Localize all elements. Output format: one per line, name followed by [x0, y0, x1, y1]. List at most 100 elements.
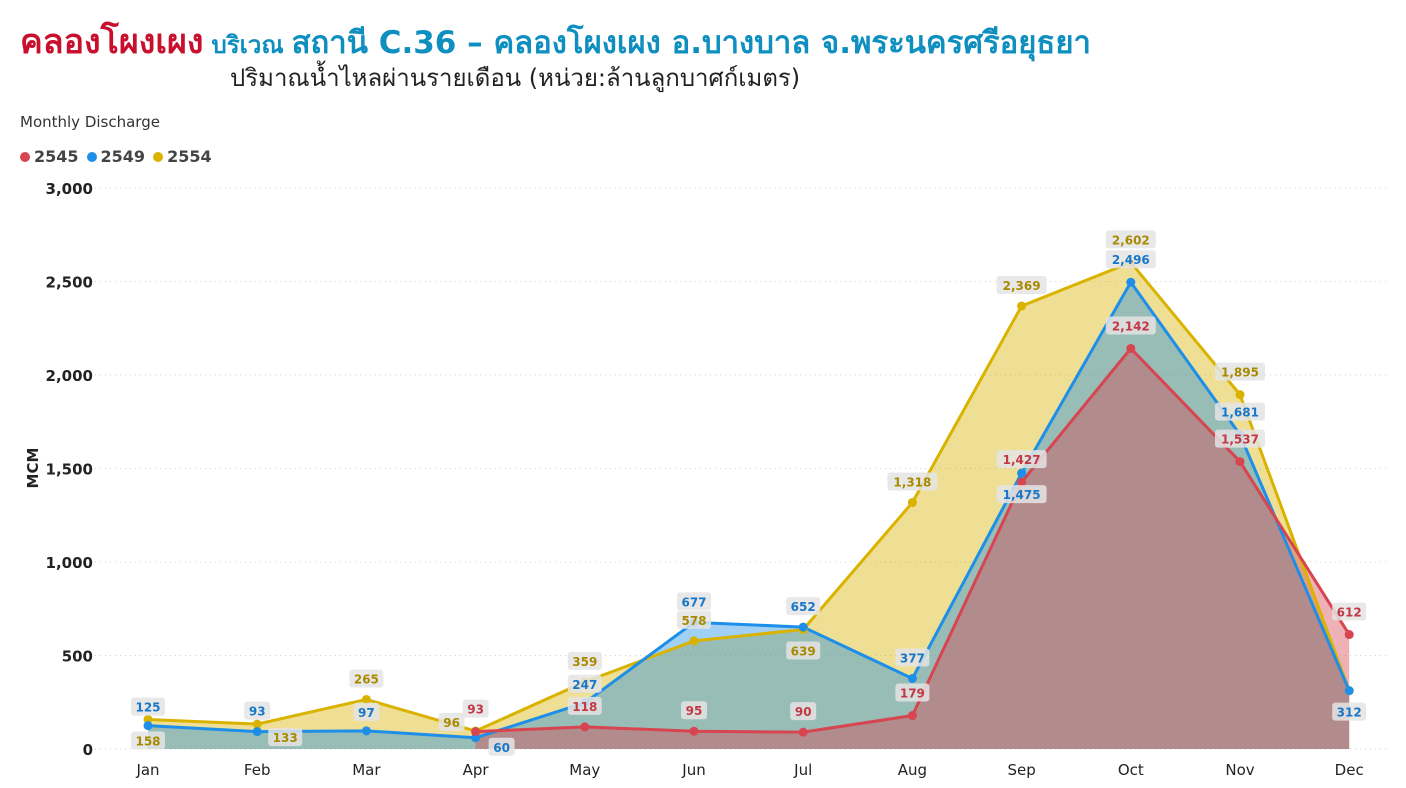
data-label-bg: [462, 699, 489, 718]
data-label-2549-Feb: 93: [249, 705, 266, 719]
legend[interactable]: 2545 2549 2554: [20, 147, 212, 166]
data-label-2549-Sep: 1,475: [1003, 488, 1041, 502]
data-label-bg: [996, 485, 1047, 504]
data-label-2545-Oct: 2,142: [1112, 319, 1150, 333]
data-label-2549-Dec: 312: [1337, 706, 1362, 720]
data-label-bg: [996, 450, 1047, 469]
point-2549-Aug: [907, 674, 917, 684]
data-label-2549-Aug: 377: [900, 652, 925, 666]
data-label-2554-Oct: 2,602: [1112, 233, 1150, 247]
data-label-bg: [790, 702, 817, 721]
data-label-2554-Jan: 158: [135, 734, 160, 748]
data-label-2545-Sep: 1,427: [1003, 453, 1041, 467]
x-tick-label: Jan: [135, 761, 159, 779]
data-label-bg: [996, 275, 1047, 294]
area-series-2545: [475, 348, 1350, 749]
legend-item-2545[interactable]: 2545: [20, 147, 79, 166]
data-label-bg: [349, 669, 384, 688]
data-label-bg: [1105, 250, 1156, 269]
x-tick-label: Feb: [244, 761, 271, 779]
data-label-bg: [488, 737, 515, 756]
data-label-2545-Nov: 1,537: [1221, 433, 1259, 447]
data-label-bg: [244, 701, 271, 720]
data-label-2554-Jun: 578: [681, 614, 706, 628]
x-tick-label: Jun: [681, 761, 705, 779]
x-tick-label: Apr: [463, 761, 490, 779]
data-label-2545-Aug: 179: [900, 687, 925, 701]
data-label-bg: [1332, 602, 1367, 621]
data-label-bg: [786, 597, 821, 616]
legend-item-2549[interactable]: 2549: [86, 147, 146, 166]
point-2549-Jul: [798, 622, 808, 632]
data-label-bg: [1215, 362, 1265, 381]
point-2549-Mar: [361, 726, 371, 736]
point-2554-Feb: [252, 719, 262, 729]
data-label-bg: [677, 610, 711, 629]
x-tick-label: Aug: [898, 761, 927, 779]
data-label-2554-May: 359: [572, 655, 597, 669]
point-2554-Jan: [143, 714, 153, 724]
chart-title: Monthly Discharge: [20, 113, 160, 131]
data-label-bg: [1105, 230, 1156, 249]
x-tick-label: May: [569, 761, 600, 779]
legend-label: 2554: [167, 147, 212, 166]
y-tick-label: 1,000: [46, 554, 93, 572]
x-tick-label: Jul: [793, 761, 812, 779]
point-2545-Nov: [1235, 457, 1245, 467]
area-series-2554: [148, 262, 1350, 749]
station-name: คลองโผงเผง: [20, 22, 204, 62]
data-label-2549-Mar: 97: [358, 706, 375, 720]
area-series-2549: [148, 282, 1350, 749]
data-label-2554-Nov: 1,895: [1221, 366, 1259, 380]
data-label-bg: [1215, 429, 1265, 448]
point-2549-Jan: [143, 721, 153, 731]
x-axis-ticks: Jan Feb Mar Apr May Jun Jul Aug Sep Oct Nov Dec: [135, 761, 1363, 779]
point-2545-Aug: [907, 711, 917, 721]
data-label-bg: [895, 648, 930, 667]
point-2554-Jun: [689, 636, 699, 646]
data-label-2549-Jul: 652: [791, 600, 816, 614]
point-2545-Jun: [689, 726, 699, 736]
data-label-bg: [131, 731, 165, 750]
data-label-bg: [567, 674, 602, 693]
point-2554-Aug: [907, 498, 917, 508]
data-label-2549-Oct: 2,496: [1112, 253, 1150, 267]
point-2549-Sep: [1017, 468, 1027, 478]
area-label: บริเวณ: [211, 31, 284, 59]
page-title: คลองโผงเผง บริเวณ สถานี C.36 – คลองโผงเผง …: [20, 14, 1091, 68]
data-label-bg: [887, 472, 938, 491]
line-series-2549: [147, 280, 1351, 740]
legend-dot-icon: [153, 151, 164, 162]
point-2554-Sep: [1017, 301, 1027, 311]
data-label-2554-Sep: 2,369: [1003, 279, 1041, 293]
data-label-bg: [786, 641, 821, 660]
y-tick-label: 2,500: [46, 274, 93, 292]
legend-label: 2549: [100, 147, 146, 166]
page-subtitle: ปริมาณน้ำไหลผ่านรายเดือน (หน่วย:ล้านลูกบ…: [230, 64, 801, 92]
legend-item-2554[interactable]: 2554: [153, 147, 212, 166]
data-label-2545-Dec: 612: [1337, 606, 1362, 620]
data-label-bg: [677, 592, 711, 611]
data-label-2545-May: 118: [572, 700, 597, 714]
data-label-2554-Mar: 265: [354, 672, 379, 686]
data-label-2545-Jun: 95: [686, 704, 703, 718]
data-label-2545-Jul: 90: [795, 705, 812, 719]
legend-dot-icon: [20, 151, 30, 162]
data-label-2549-May: 247: [572, 678, 597, 692]
x-tick-label: Nov: [1225, 761, 1254, 779]
point-2545-Apr: [471, 727, 481, 737]
point-2549-Feb: [252, 727, 262, 737]
data-label-2549-Jun: 677: [681, 595, 706, 609]
data-label-bg: [895, 683, 930, 702]
y-tick-label: 0: [83, 741, 93, 759]
data-label-bg: [1332, 702, 1367, 721]
point-2545-May: [580, 722, 590, 732]
x-tick-label: Oct: [1118, 761, 1144, 779]
data-label-bg: [131, 697, 165, 716]
data-label-2549-Jan: 125: [135, 701, 160, 715]
station-detail: สถานี C.36 – คลองโผงเผง อ.บางบาล จ.พระนค…: [291, 25, 1091, 61]
data-label-bg: [268, 728, 303, 747]
y-axis-ticks: 0 500 1,000 1,500 2,000 2,500 3,000: [46, 180, 93, 759]
data-label-bg: [353, 702, 380, 721]
y-axis-label: MCM: [24, 448, 42, 489]
